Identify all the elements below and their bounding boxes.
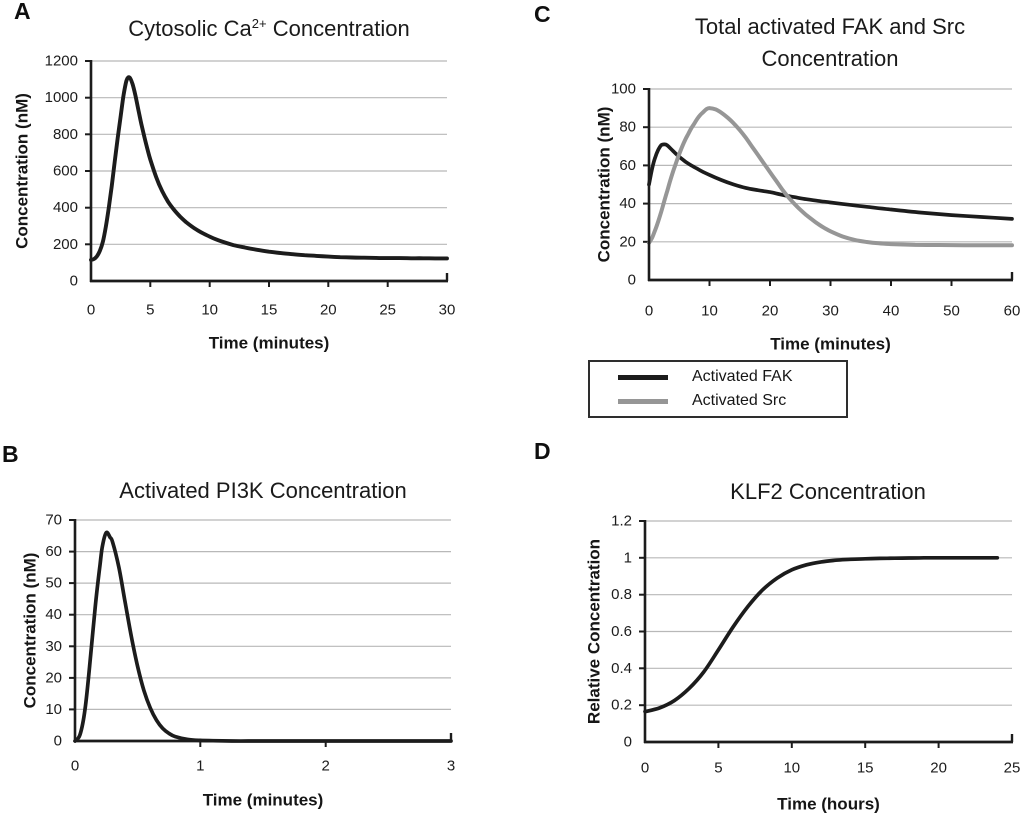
x-axis-title: Time (hours) — [777, 795, 880, 814]
y-tick-label-1.2: 1.2 — [611, 513, 632, 530]
panel-a-title-superscript: 2+ — [251, 16, 267, 31]
y-tick-label-0.6: 0.6 — [611, 623, 632, 640]
x-tick-label-0: 0 — [87, 302, 95, 319]
activated-fak-line-swatch — [618, 374, 668, 380]
panel-c: C Total activated FAK and Src Concentrati… — [512, 0, 1024, 436]
x-tick-label-50: 50 — [943, 303, 960, 320]
y-axis-title: Concentration (nM) — [595, 107, 614, 263]
panel-letter-a: A — [14, 0, 31, 24]
x-tick-label-0: 0 — [71, 758, 79, 775]
panel-b: B Activated PI3K Concentration 0 1 2 3 0 10 20… — [0, 440, 470, 815]
x-tick-label-1: 1 — [196, 758, 204, 775]
y-axis-title: Concentration (nM) — [21, 553, 40, 709]
x-tick-label-0: 0 — [645, 303, 653, 320]
panel-c-title: Total activated FAK and Src Concentration — [630, 11, 1024, 75]
activated-src-line-swatch — [618, 398, 668, 404]
panel-letter-c: C — [534, 1, 551, 27]
series-line-activated-src — [647, 106, 1014, 248]
panel-a: A Cytosolic Ca2+ Concentration 0 5 10 15 20 2… — [0, 0, 470, 436]
x-tick-label-25: 25 — [1004, 760, 1021, 777]
y-tick-label-0: 0 — [70, 273, 78, 290]
x-tick-label-10: 10 — [783, 760, 800, 777]
legend-row-src: Activated Src — [590, 393, 846, 409]
x-tick-label-10: 10 — [201, 302, 218, 319]
y-tick-label-0: 0 — [54, 733, 62, 750]
y-tick-label-0: 0 — [628, 272, 636, 289]
y-tick-label-30: 30 — [45, 638, 62, 655]
x-tick-label-20: 20 — [762, 303, 779, 320]
y-tick-label-0.8: 0.8 — [611, 586, 632, 603]
y-tick-label-600: 600 — [53, 163, 78, 180]
y-tick-label-40: 40 — [619, 195, 636, 212]
panel-a-title-text-post: Concentration — [266, 16, 410, 41]
panel-c-title-line2: Concentration — [761, 46, 899, 71]
panel-a-title: Cytosolic Ca2+ Concentration — [69, 13, 469, 48]
y-tick-label-400: 400 — [53, 199, 78, 216]
panel-a-title-text: Cytosolic Ca — [128, 16, 252, 41]
y-tick-label-1200: 1200 — [45, 53, 78, 70]
x-tick-label-30: 30 — [822, 303, 839, 320]
legend-row-fak: Activated FAK — [590, 369, 846, 385]
y-tick-label-0.4: 0.4 — [611, 660, 632, 677]
y-tick-label-50: 50 — [45, 575, 62, 592]
y-tick-label-0.2: 0.2 — [611, 697, 632, 714]
x-tick-label-0: 0 — [641, 760, 649, 777]
chart-c-plot: 0 10 20 30 40 50 60 0 20 40 60 80 100 Time (minutes) C… — [595, 81, 1021, 354]
y-tick-label-100: 100 — [611, 81, 636, 98]
y-tick-label-1: 1 — [624, 549, 632, 566]
x-axis-title: Time (minutes) — [203, 791, 324, 810]
series-line-cytosolic-ca2- — [89, 75, 449, 262]
x-axis-title: Time (minutes) — [770, 335, 891, 354]
x-tick-label-15: 15 — [261, 302, 278, 319]
panel-d-title: KLF2 Concentration — [628, 476, 1024, 508]
legend-box: Activated FAK Activated Src — [588, 360, 848, 418]
y-tick-label-70: 70 — [45, 512, 62, 529]
x-tick-label-20: 20 — [930, 760, 947, 777]
x-tick-label-30: 30 — [439, 302, 456, 319]
panel-letter-d: D — [534, 438, 551, 464]
x-axis-title: Time (minutes) — [209, 334, 330, 353]
x-tick-label-10: 10 — [701, 303, 718, 320]
x-tick-label-25: 25 — [379, 302, 396, 319]
y-tick-label-20: 20 — [45, 669, 62, 686]
chart-a-plot: 0 5 10 15 20 25 30 0 200 400 600 800 1000 1200 Time (m… — [13, 53, 456, 353]
y-tick-label-10: 10 — [45, 701, 62, 718]
y-tick-label-200: 200 — [53, 236, 78, 253]
chart-d-plot: 0 5 10 15 20 25 0 0.2 0.4 0.6 0.8 1 1.2 Time (hours) R… — [585, 513, 1021, 814]
legend-label-src: Activated Src — [692, 392, 787, 409]
y-tick-label-40: 40 — [45, 606, 62, 623]
panel-d-title-text: KLF2 Concentration — [730, 479, 926, 504]
panel-b-title-text: Activated PI3K Concentration — [119, 478, 407, 503]
x-tick-label-60: 60 — [1004, 303, 1021, 320]
x-tick-label-5: 5 — [146, 302, 154, 319]
panel-b-title: Activated PI3K Concentration — [63, 475, 463, 507]
panel-c-title-text: Total activated FAK and Src — [694, 14, 966, 39]
panel-d: D KLF2 Concentration 0 5 10 15 20 25 0 0.2 0.4 0.… — [512, 436, 1024, 815]
y-tick-label-20: 20 — [619, 233, 636, 250]
y-tick-label-1000: 1000 — [45, 89, 78, 106]
x-tick-label-20: 20 — [320, 302, 337, 319]
x-tick-label-15: 15 — [857, 760, 874, 777]
y-axis-title: Concentration (nM) — [13, 93, 32, 249]
x-tick-label-5: 5 — [714, 760, 722, 777]
x-tick-label-2: 2 — [322, 758, 330, 775]
y-tick-label-0: 0 — [624, 734, 632, 751]
y-axis-title: Relative Concentration — [585, 539, 604, 724]
panel-letter-b: B — [2, 441, 19, 467]
x-tick-label-40: 40 — [883, 303, 900, 320]
series-line-activated-fak — [647, 142, 1014, 221]
legend-label-fak: Activated FAK — [692, 368, 793, 385]
y-tick-label-80: 80 — [619, 119, 636, 136]
series-line-klf2 — [643, 555, 1000, 714]
y-tick-label-800: 800 — [53, 126, 78, 143]
y-tick-label-60: 60 — [45, 543, 62, 560]
x-tick-label-3: 3 — [447, 758, 455, 775]
y-tick-label-60: 60 — [619, 157, 636, 174]
